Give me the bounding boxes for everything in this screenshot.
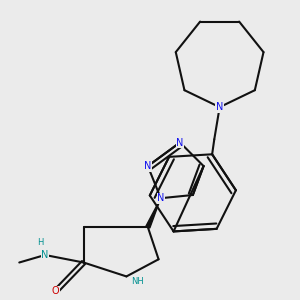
Text: N: N [216, 102, 223, 112]
Text: H: H [38, 238, 44, 247]
Text: O: O [52, 286, 59, 296]
Text: N: N [41, 250, 49, 260]
Text: N: N [157, 193, 164, 203]
Text: N: N [144, 161, 152, 171]
Text: N: N [176, 137, 184, 148]
Text: NH: NH [131, 277, 143, 286]
Polygon shape [146, 198, 161, 228]
